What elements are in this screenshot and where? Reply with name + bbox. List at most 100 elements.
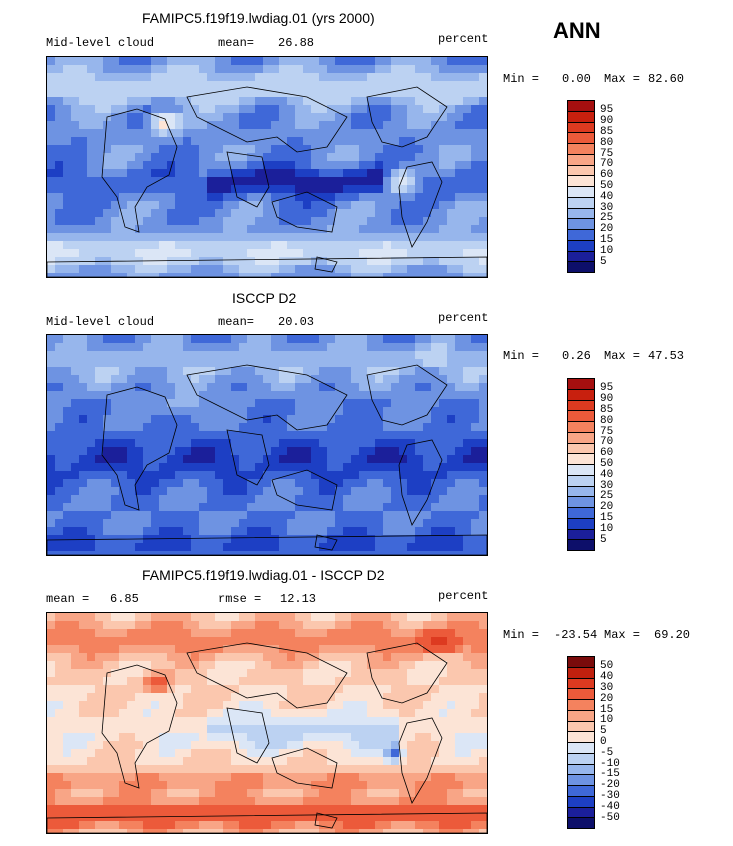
field-cell	[151, 113, 160, 122]
field-cell	[471, 423, 480, 432]
field-cell	[199, 415, 208, 424]
field-cell	[159, 335, 168, 344]
field-cell	[255, 217, 264, 226]
field-cell	[63, 455, 72, 464]
field-cell	[143, 685, 152, 694]
field-cell	[71, 805, 80, 814]
field-cell	[431, 693, 440, 702]
field-cell	[479, 511, 487, 520]
field-cell	[183, 359, 192, 368]
field-cell	[383, 709, 392, 718]
field-cell	[479, 113, 487, 122]
field-cell	[231, 479, 240, 488]
field-cell	[151, 201, 160, 210]
field-cell	[47, 797, 56, 806]
colorbar-tick-label: -40	[600, 800, 620, 813]
field-cell	[439, 391, 448, 400]
field-cell	[383, 343, 392, 352]
field-cell	[479, 407, 487, 416]
field-cell	[343, 805, 352, 814]
field-cell	[447, 821, 456, 830]
field-cell	[239, 813, 248, 822]
field-cell	[327, 343, 336, 352]
field-cell	[247, 479, 256, 488]
field-cell	[47, 471, 56, 480]
field-cell	[431, 375, 440, 384]
field-cell	[423, 669, 432, 678]
field-cell	[455, 257, 464, 266]
field-cell	[399, 463, 408, 472]
field-cell	[463, 423, 472, 432]
field-cell	[463, 129, 472, 138]
field-cell	[135, 415, 144, 424]
field-cell	[271, 455, 280, 464]
field-cell	[159, 415, 168, 424]
field-cell	[391, 153, 400, 162]
field-cell	[471, 351, 480, 360]
colorbar-swatch	[568, 465, 594, 476]
field-cell	[103, 161, 112, 170]
field-cell	[455, 383, 464, 392]
field-cell	[111, 359, 120, 368]
field-cell	[55, 757, 64, 766]
field-cell	[479, 677, 487, 686]
field-cell	[271, 677, 280, 686]
field-cell	[351, 209, 360, 218]
field-cell	[479, 241, 487, 250]
field-cell	[151, 685, 160, 694]
field-cell	[207, 399, 216, 408]
field-cell	[479, 701, 487, 710]
field-cell	[103, 423, 112, 432]
field-cell	[479, 503, 487, 512]
field-cell	[215, 105, 224, 114]
field-cell	[351, 455, 360, 464]
field-cell	[255, 797, 264, 806]
field-cell	[295, 805, 304, 814]
field-cell	[135, 733, 144, 742]
field-cell	[479, 829, 487, 833]
panel2-min-value: 0.26	[562, 349, 591, 363]
field-cell	[367, 463, 376, 472]
field-cell	[287, 637, 296, 646]
colorbar-swatch	[568, 122, 594, 134]
field-cell	[391, 145, 400, 154]
field-cell	[375, 359, 384, 368]
field-cell	[71, 447, 80, 456]
field-cell	[415, 797, 424, 806]
field-cell	[263, 757, 272, 766]
field-cell	[255, 351, 264, 360]
field-cell	[471, 137, 480, 146]
field-cell	[367, 741, 376, 750]
field-cell	[351, 383, 360, 392]
field-cell	[167, 383, 176, 392]
panel3-max-value: 69.20	[654, 628, 691, 642]
field-cell	[415, 391, 424, 400]
field-cell	[151, 367, 160, 376]
field-cell	[111, 527, 120, 536]
field-cell	[431, 749, 440, 758]
field-cell	[423, 97, 432, 106]
field-cell	[295, 733, 304, 742]
field-cell	[223, 249, 232, 258]
field-cell	[63, 343, 72, 352]
field-cell	[367, 57, 376, 66]
field-cell	[247, 145, 256, 154]
field-cell	[151, 463, 160, 472]
field-cell	[63, 677, 72, 686]
field-cell	[447, 121, 456, 130]
field-cell	[103, 81, 112, 90]
field-cell	[47, 637, 56, 646]
field-cell	[71, 551, 80, 555]
field-cell	[287, 773, 296, 782]
field-cell	[175, 741, 184, 750]
field-cell	[319, 725, 328, 734]
field-cell	[167, 653, 176, 662]
field-cell	[255, 749, 264, 758]
field-cell	[391, 121, 400, 130]
field-cell	[255, 463, 264, 472]
field-cell	[343, 65, 352, 74]
field-cell	[71, 495, 80, 504]
field-cell	[255, 511, 264, 520]
field-cell	[439, 153, 448, 162]
field-cell	[463, 177, 472, 186]
